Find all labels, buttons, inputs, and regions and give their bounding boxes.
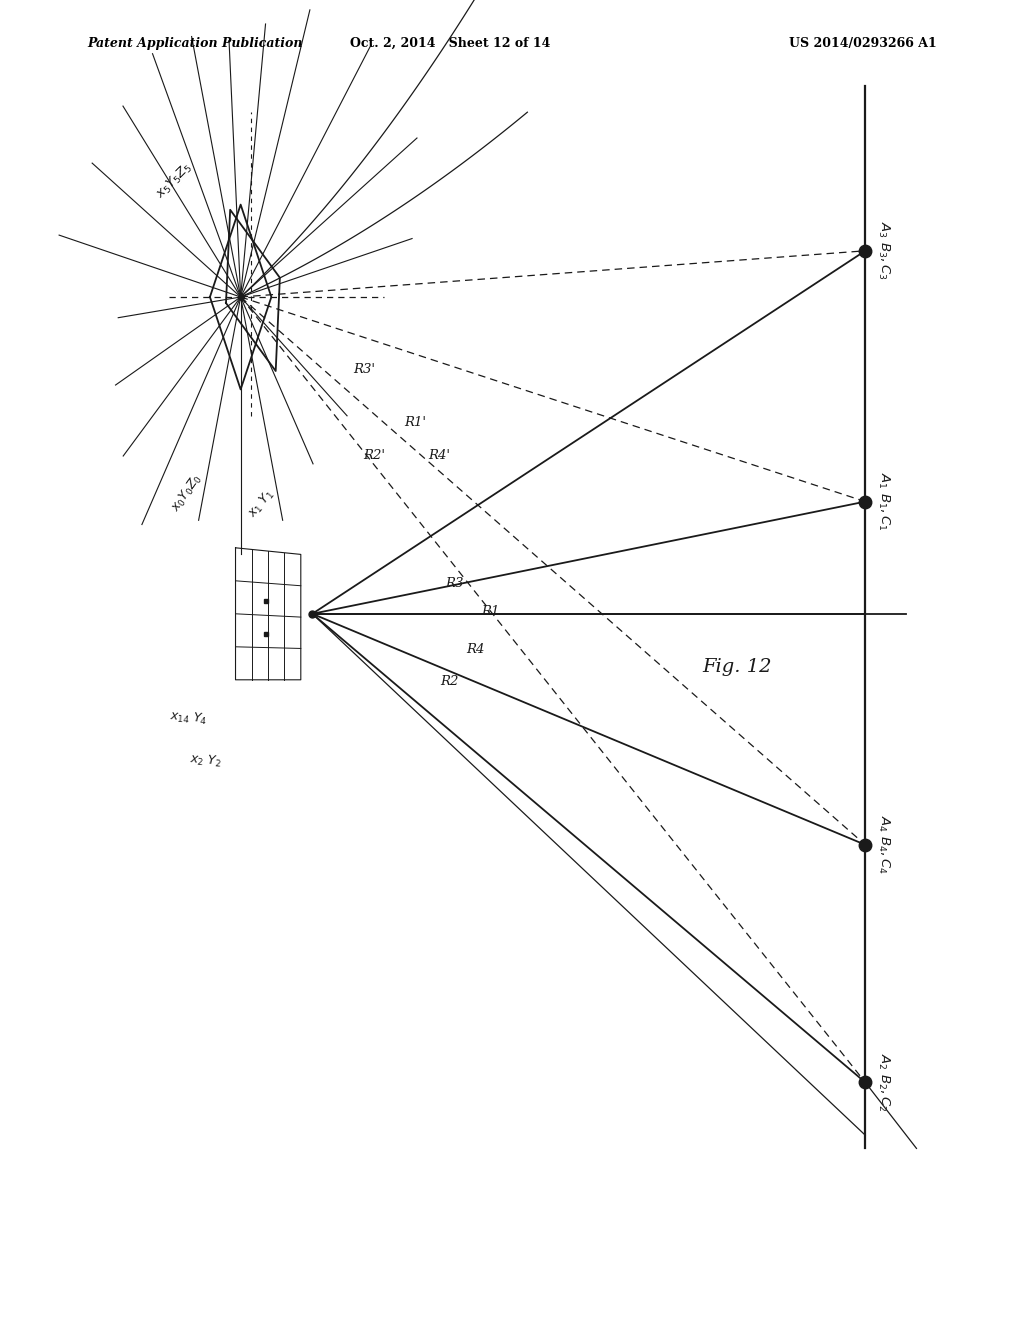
Text: R4': R4' [428, 449, 450, 462]
Text: $A_1\ B_1, C_1$: $A_1\ B_1, C_1$ [876, 473, 891, 531]
Text: Oct. 2, 2014   Sheet 12 of 14: Oct. 2, 2014 Sheet 12 of 14 [350, 37, 551, 50]
Text: $x_1\ Y_1$: $x_1\ Y_1$ [246, 487, 278, 521]
Text: Patent Application Publication: Patent Application Publication [87, 37, 302, 50]
Text: R3: R3 [445, 577, 464, 590]
Text: R1': R1' [404, 416, 426, 429]
Text: R2: R2 [440, 675, 459, 688]
Text: US 2014/0293266 A1: US 2014/0293266 A1 [790, 37, 937, 50]
Text: $x_5Y_5Z_5$: $x_5Y_5Z_5$ [154, 160, 196, 202]
Text: $A_3\ B_3, C_3$: $A_3\ B_3, C_3$ [876, 222, 891, 280]
Text: $x_0Y_0Z_0$: $x_0Y_0Z_0$ [169, 471, 206, 515]
Text: $A_4\ B_4, C_4$: $A_4\ B_4, C_4$ [876, 816, 891, 874]
Text: R4: R4 [466, 643, 484, 656]
Text: Fig. 12: Fig. 12 [702, 657, 772, 676]
Text: $x_2\ Y_2$: $x_2\ Y_2$ [189, 752, 222, 771]
Text: R3': R3' [353, 363, 375, 376]
Text: R2': R2' [364, 449, 385, 462]
Text: $A_2\ B_2, C_2$: $A_2\ B_2, C_2$ [876, 1053, 891, 1111]
Text: $x_{14}\ Y_4$: $x_{14}\ Y_4$ [169, 709, 208, 727]
Text: R1: R1 [481, 605, 500, 618]
